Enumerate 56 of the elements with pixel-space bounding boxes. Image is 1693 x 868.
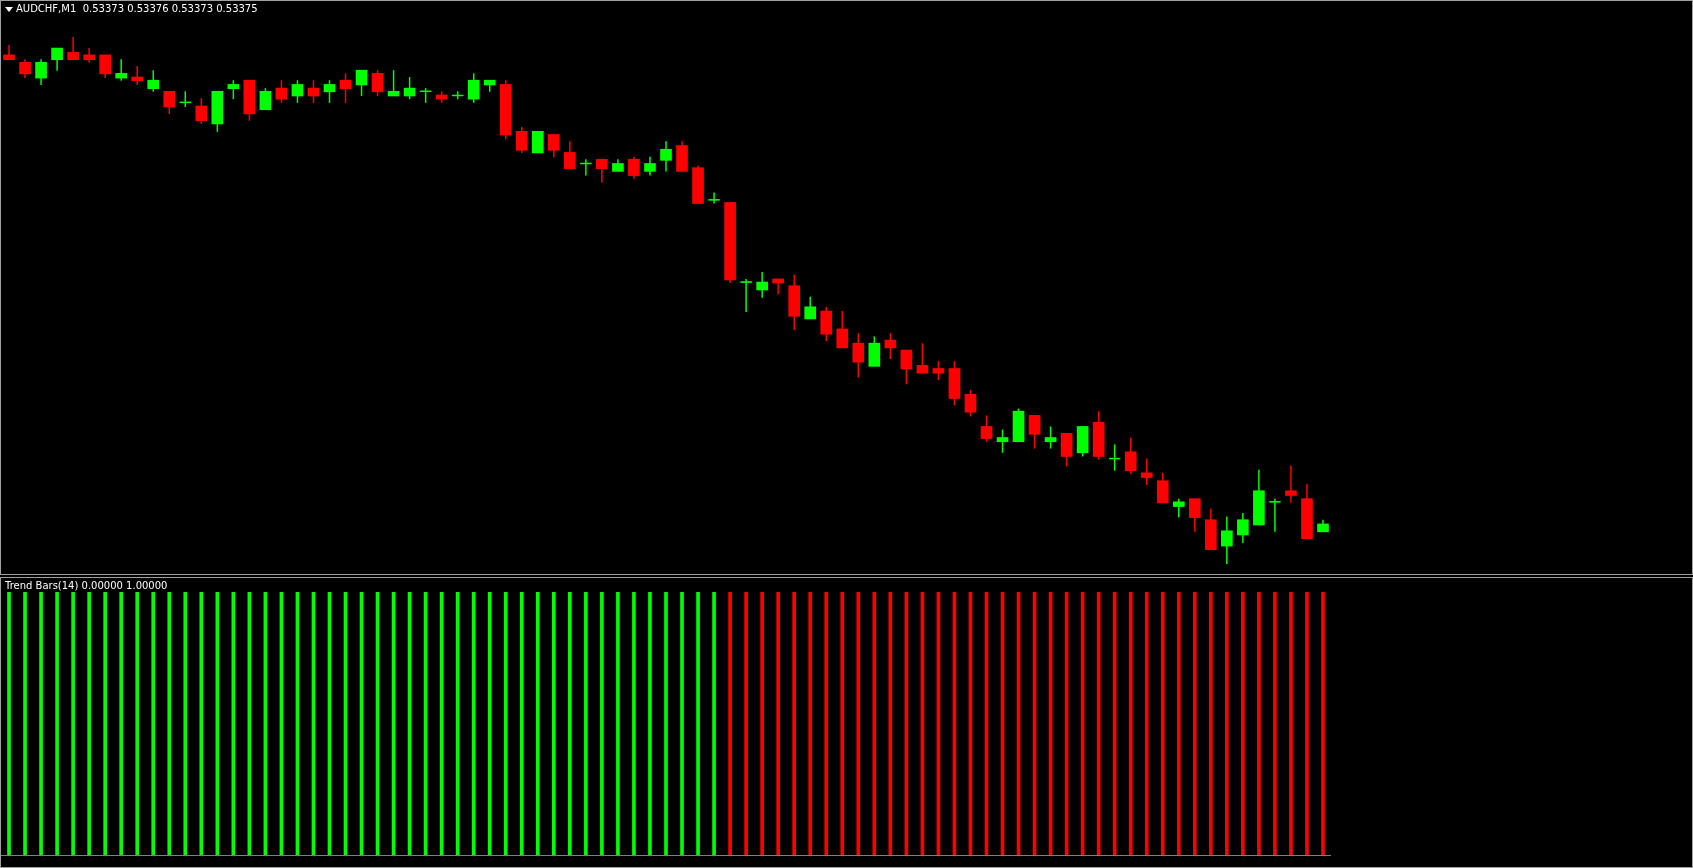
candlestick	[195, 97, 208, 125]
candlestick	[467, 72, 480, 104]
candlestick	[804, 296, 817, 320]
candlestick	[1108, 443, 1121, 472]
candlestick	[628, 155, 640, 180]
candlestick	[163, 90, 176, 115]
candlestick	[964, 389, 977, 418]
candlestick	[596, 158, 608, 184]
candlestick	[51, 47, 63, 72]
candlestick	[259, 87, 272, 111]
chart-title: AUDCHF,M1 0.53373 0.53376 0.53373 0.53375	[16, 3, 258, 15]
candlestick	[339, 72, 352, 104]
candlestick	[900, 349, 913, 386]
candlestick	[227, 79, 240, 100]
candlestick	[115, 58, 128, 82]
candlestick	[1237, 512, 1249, 544]
candlestick	[660, 140, 672, 173]
candlestick	[1140, 457, 1153, 486]
candlestick	[980, 414, 993, 443]
candlestick	[868, 335, 881, 368]
candlestick	[275, 79, 288, 104]
candlestick	[852, 332, 865, 379]
candlestick	[1268, 497, 1282, 533]
candlestick	[644, 155, 656, 177]
candlestick	[579, 158, 593, 177]
candlestick	[323, 79, 336, 104]
candlestick	[1188, 497, 1201, 533]
candlestick	[1028, 414, 1041, 450]
candlestick	[1285, 464, 1297, 504]
candlestick	[291, 79, 304, 104]
candlestick	[531, 131, 544, 154]
candlestick	[19, 58, 31, 79]
chart-title: Trend Bars(14) 0.00000 1.00000	[5, 580, 168, 592]
candlestick	[1060, 432, 1073, 468]
candlestick	[147, 69, 160, 93]
candlestick	[564, 140, 576, 170]
candlestick	[515, 126, 528, 154]
candlestick	[35, 58, 47, 86]
candlestick	[3, 44, 15, 61]
candlestick	[1124, 436, 1137, 475]
candlestick	[371, 69, 384, 97]
candlestick	[836, 310, 849, 349]
candlestick	[67, 36, 79, 61]
candlestick	[1156, 472, 1169, 504]
candlestick	[1044, 425, 1057, 450]
candlestick	[996, 428, 1009, 454]
candlestick	[355, 69, 368, 97]
candlestick	[820, 306, 833, 342]
candlestick	[916, 342, 929, 374]
candlestick	[548, 133, 560, 158]
candlestick	[932, 360, 945, 381]
candlestick	[1221, 515, 1233, 565]
candlestick	[131, 65, 144, 86]
candlestick	[1172, 497, 1185, 519]
candlestick	[756, 271, 768, 299]
candlestick	[83, 47, 95, 64]
